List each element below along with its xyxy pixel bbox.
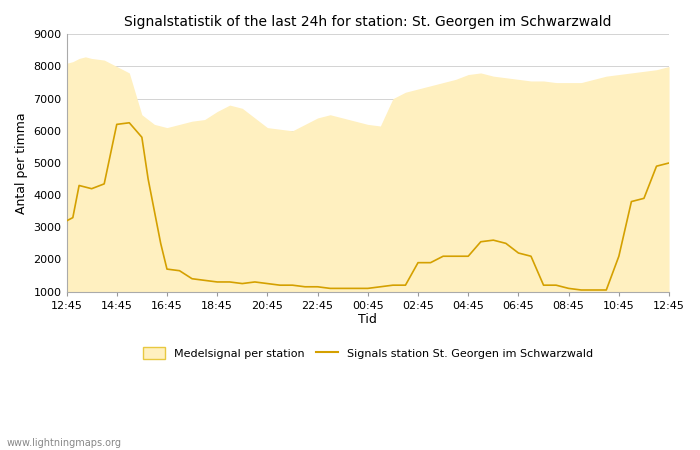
Title: Signalstatistik of the last 24h for station: St. Georgen im Schwarzwald: Signalstatistik of the last 24h for stat… [124,15,612,29]
Y-axis label: Antal per timma: Antal per timma [15,112,28,214]
X-axis label: Tid: Tid [358,313,377,326]
Legend: Medelsignal per station, Signals station St. Georgen im Schwarzwald: Medelsignal per station, Signals station… [139,343,597,363]
Text: www.lightningmaps.org: www.lightningmaps.org [7,438,122,448]
